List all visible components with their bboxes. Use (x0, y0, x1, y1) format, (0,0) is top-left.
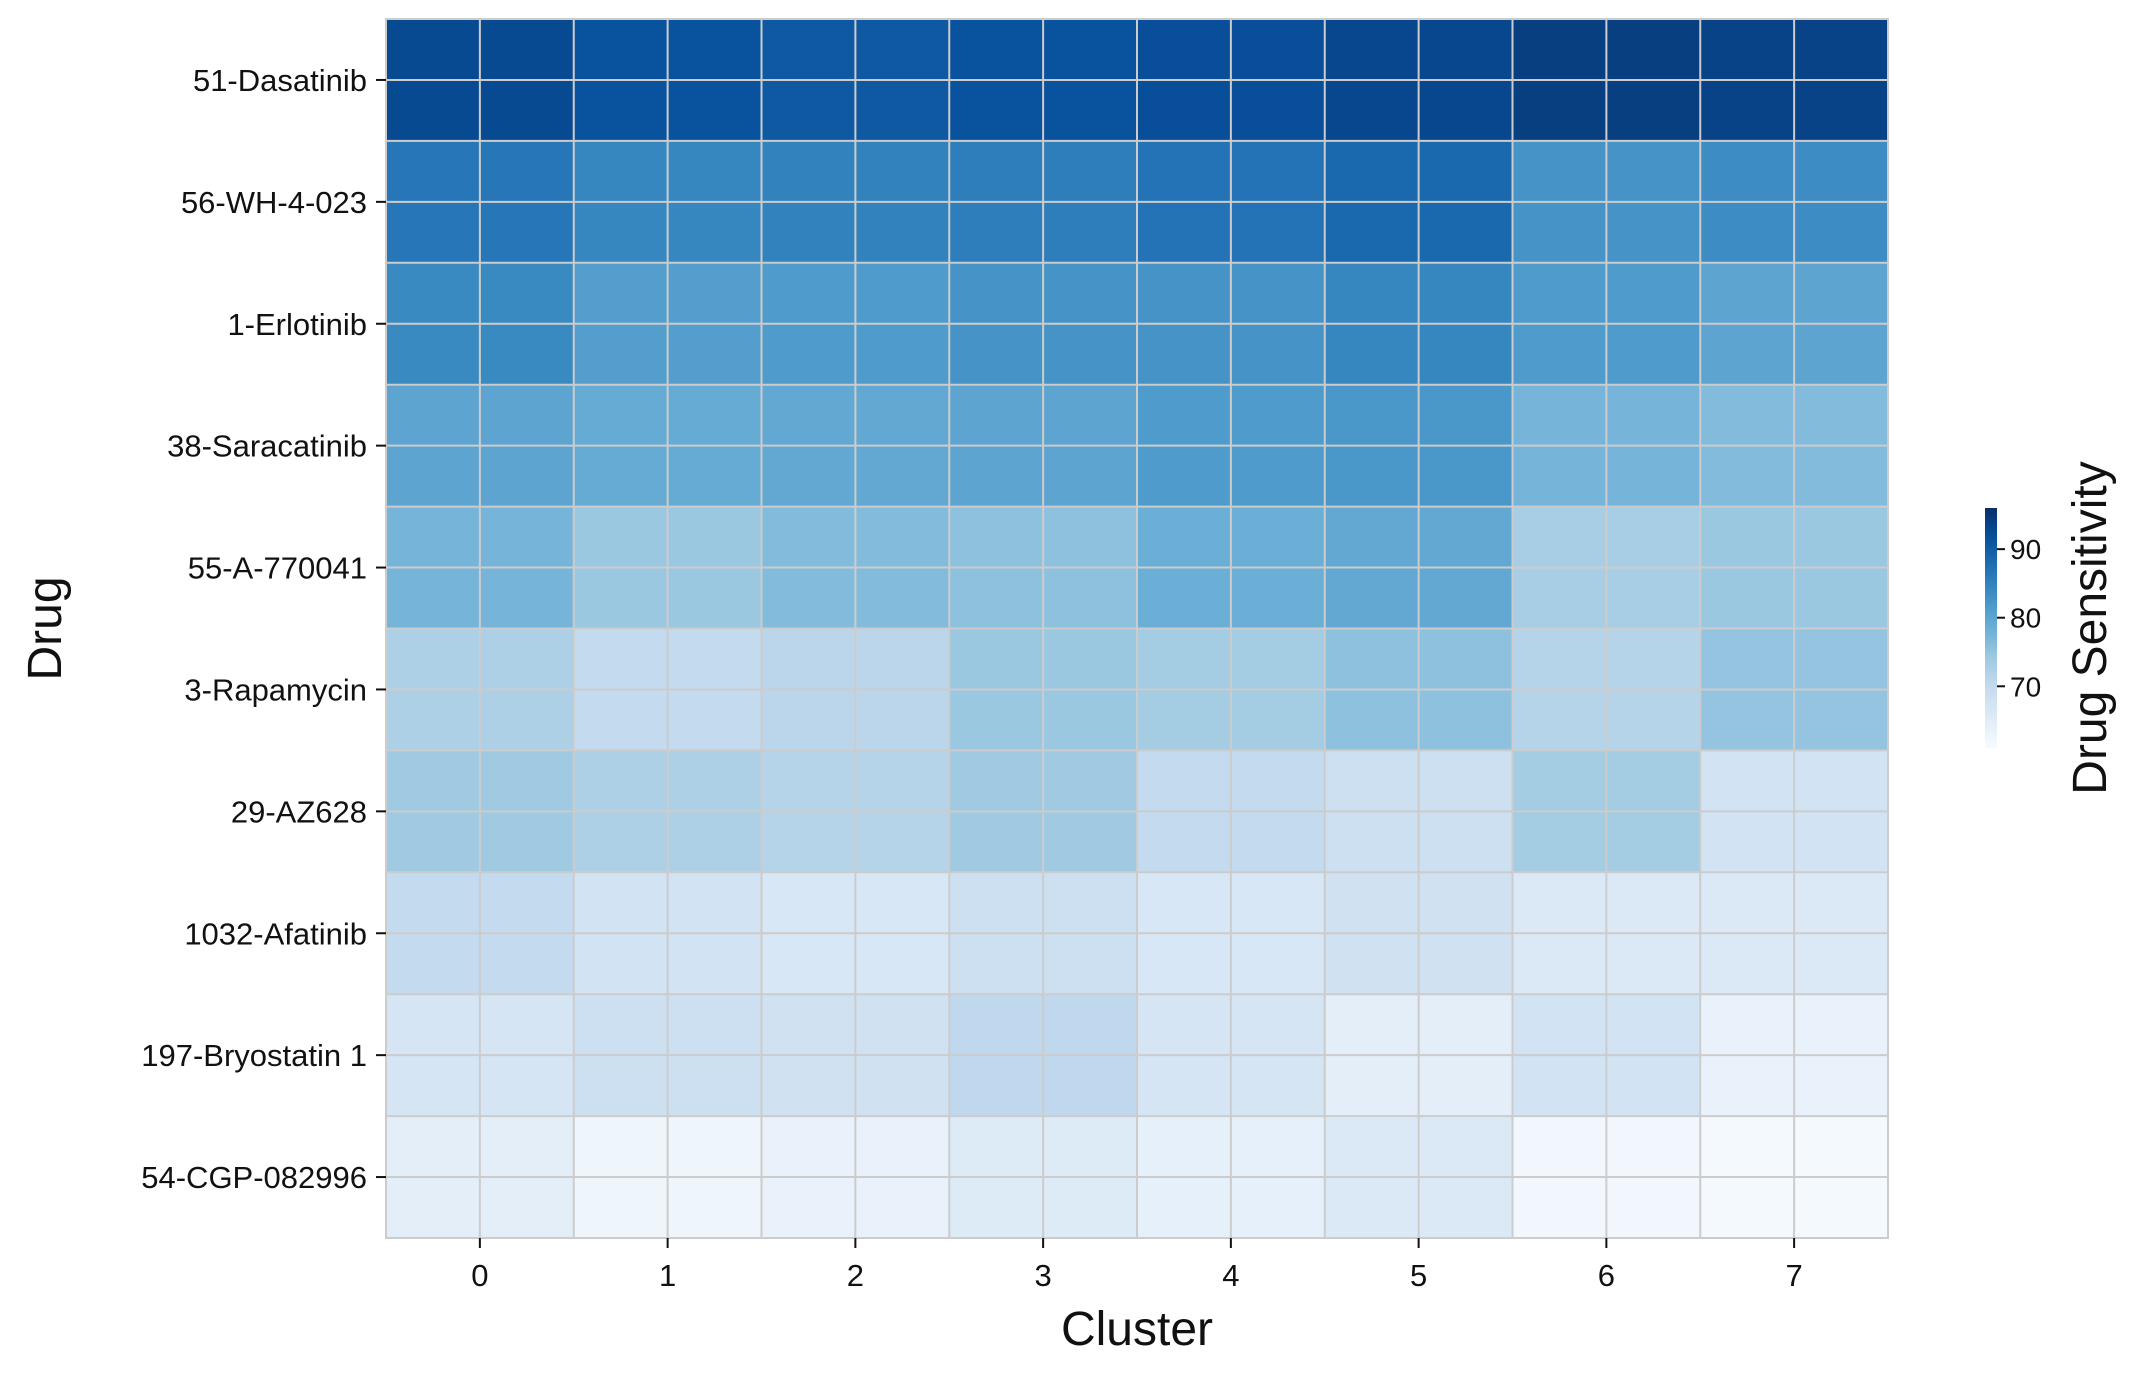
y-tick-label: 54-CGP-082996 (141, 1160, 367, 1195)
plot-frame (385, 18, 1889, 1239)
y-tick-label: 51-Dasatinib (193, 63, 367, 98)
x-axis-label: Cluster (1061, 1303, 1213, 1356)
colorbar-label: Drug Sensitivity (2064, 461, 2117, 794)
x-tick-label: 3 (1035, 1258, 1052, 1293)
y-tick-label: 197-Bryostatin 1 (141, 1038, 367, 1073)
x-tick-label: 1 (659, 1258, 676, 1293)
y-axis-ticks: 51-Dasatinib 56-WH-4-023 1-Erlotinib 38-Sar… (141, 63, 386, 1195)
x-tick-label: 7 (1786, 1258, 1803, 1293)
y-tick-label: 3-Rapamycin (184, 672, 367, 707)
x-tick-label: 2 (847, 1258, 864, 1293)
x-tick-label: 6 (1598, 1258, 1615, 1293)
heatmap-gridlines (386, 19, 1888, 1238)
y-tick-label: 38-Saracatinib (167, 429, 367, 464)
y-tick-label: 29-AZ628 (231, 794, 367, 829)
y-tick-label: 56-WH-4-023 (181, 185, 367, 220)
x-axis-ticks: 0 1 2 3 4 5 6 7 (471, 1238, 1803, 1293)
colorbar (1985, 508, 1997, 748)
colorbar-tick-label: 90 (2010, 534, 2041, 565)
colorbar-ticks: 70 80 90 (1997, 534, 2041, 702)
x-tick-label: 5 (1410, 1258, 1427, 1293)
x-tick-label: 4 (1222, 1258, 1239, 1293)
y-tick-label: 1-Erlotinib (227, 307, 367, 342)
y-axis-label: Drug (19, 576, 72, 680)
colorbar-tick-label: 80 (2010, 603, 2041, 634)
colorbar-tick-label: 70 (2010, 671, 2041, 702)
y-tick-label: 55-A-770041 (188, 551, 367, 586)
y-tick-label: 1032-Afatinib (184, 916, 367, 951)
x-tick-label: 0 (471, 1258, 488, 1293)
